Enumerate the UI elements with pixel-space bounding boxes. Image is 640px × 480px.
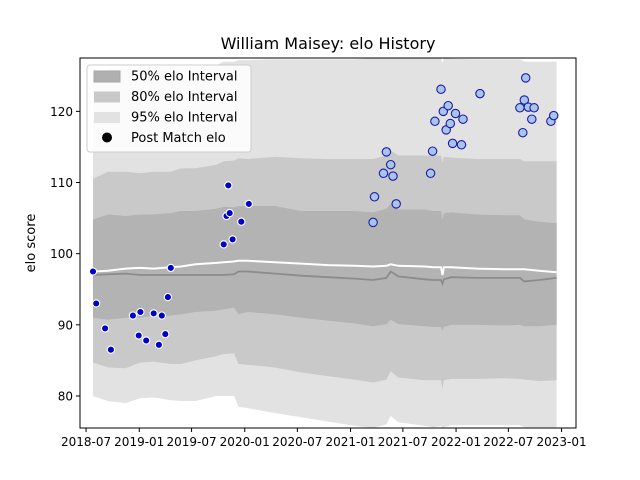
x-tick-label: 2019-07 <box>167 435 217 449</box>
x-tick-label: 2022-07 <box>483 435 533 449</box>
data-point-25 <box>385 159 396 170</box>
data-point-21 <box>368 217 378 228</box>
data-point-42 <box>518 127 528 138</box>
data-point-37 <box>450 108 461 119</box>
plot-frame <box>79 57 577 429</box>
data-point-17 <box>225 208 234 218</box>
legend-label: 50% elo Interval <box>131 70 238 85</box>
data-point-47 <box>529 103 539 113</box>
data-point-19 <box>237 217 246 226</box>
legend-swatch <box>94 91 120 103</box>
data-point-43 <box>519 95 530 105</box>
data-point-24 <box>381 147 392 157</box>
data-point-41 <box>515 103 525 113</box>
data-point-23 <box>378 168 389 179</box>
legend: 50% elo Interval 80% elo Interval 95% elo … <box>86 64 252 153</box>
x-tick-label: 2019-01 <box>114 435 164 449</box>
data-point-13 <box>166 263 175 273</box>
post-match-points <box>88 73 559 354</box>
data-point-3 <box>106 345 116 354</box>
data-point-40 <box>475 88 485 99</box>
chart-title: William Maisey: elo History <box>221 34 436 53</box>
y-tick-label: 100 <box>50 247 73 261</box>
x-axis: 2018-07 2019-01 2019-07 2020-01 2020-07 2021-… <box>61 428 587 449</box>
y-axis: 80 90 100 110 120 <box>50 105 80 403</box>
data-point-11 <box>161 329 170 339</box>
data-point-31 <box>436 84 446 95</box>
x-tick-label: 2020-07 <box>272 435 322 449</box>
y-tick-label: 110 <box>50 176 73 190</box>
legend-marker <box>102 132 112 143</box>
x-tick-label: 2022-01 <box>431 435 481 449</box>
data-point-0 <box>88 267 98 276</box>
data-point-30 <box>430 116 440 127</box>
x-tick-label: 2021-07 <box>378 435 428 449</box>
y-tick-label: 80 <box>58 389 73 403</box>
legend-swatch <box>94 112 120 123</box>
legend-label: 95% elo Interval <box>131 111 238 126</box>
data-point-39 <box>458 114 468 124</box>
band-50 <box>93 203 557 331</box>
data-point-28 <box>425 168 436 179</box>
data-point-8 <box>149 309 158 318</box>
data-point-18 <box>228 235 237 244</box>
data-point-35 <box>445 118 456 129</box>
data-point-34 <box>443 100 453 111</box>
data-point-44 <box>520 73 531 83</box>
data-point-27 <box>391 199 401 209</box>
data-point-9 <box>154 340 164 349</box>
legend-label: 80% elo Interval <box>131 90 238 105</box>
legend-box <box>86 64 252 153</box>
x-tick-label: 2023-01 <box>536 435 586 449</box>
data-point-36 <box>447 138 458 149</box>
data-point-4 <box>128 311 138 320</box>
data-point-20 <box>244 199 253 209</box>
data-point-38 <box>456 140 467 150</box>
data-point-16 <box>224 181 233 190</box>
y-tick-label: 120 <box>50 105 73 119</box>
y-axis-label: elo score <box>24 214 39 273</box>
data-point-6 <box>136 307 145 317</box>
x-tick-label: 2021-01 <box>325 435 375 449</box>
data-point-1 <box>92 299 101 308</box>
legend-label: Post Match elo <box>131 131 226 146</box>
x-tick-label: 2020-01 <box>220 435 270 449</box>
median-elo-line <box>92 270 557 287</box>
data-point-10 <box>157 311 166 320</box>
data-point-5 <box>134 331 143 340</box>
legend-swatch <box>93 70 121 83</box>
y-tick-label: 90 <box>58 318 73 332</box>
data-point-12 <box>163 292 173 302</box>
data-point-22 <box>369 192 380 202</box>
data-point-46 <box>527 114 537 124</box>
data-point-29 <box>427 146 438 156</box>
data-point-26 <box>388 171 398 181</box>
data-point-2 <box>100 324 110 333</box>
data-point-7 <box>142 336 151 345</box>
data-point-49 <box>548 110 559 121</box>
x-tick-label: 2018-07 <box>61 435 111 449</box>
data-point-14 <box>219 240 228 249</box>
